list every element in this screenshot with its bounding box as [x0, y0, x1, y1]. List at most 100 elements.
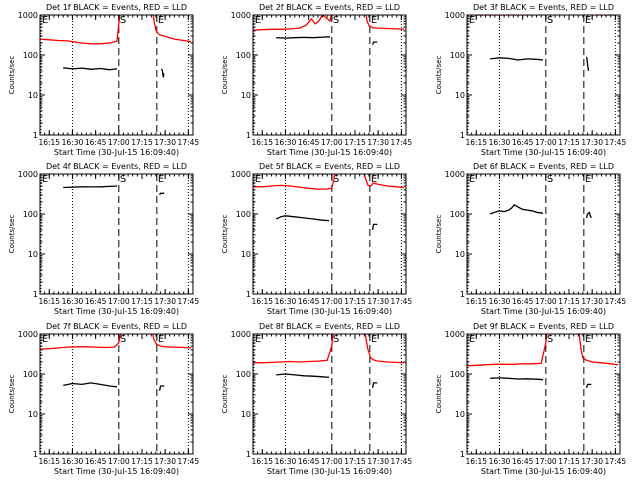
y-axis-label: Counts/sec: [435, 56, 443, 95]
y-tick-label: 100: [236, 210, 251, 219]
x-tick-label: 17:00: [321, 138, 343, 147]
x-tick-label: 17:15: [131, 457, 153, 466]
x-tick-label: 16:15: [465, 297, 487, 306]
y-tick-label: 100: [23, 370, 38, 379]
x-tick-label: 16:45: [85, 138, 107, 147]
x-tick-label: 17:30: [367, 297, 389, 306]
events-series-line: [160, 68, 165, 78]
event-marker-label: E: [158, 334, 164, 345]
y-axis-label: Counts/sec: [8, 375, 16, 414]
x-tick-label: 17:00: [108, 297, 130, 306]
panel-title: Det 7f BLACK = Events, RED = LLD: [46, 322, 187, 331]
y-tick-label: 1: [33, 450, 38, 459]
x-tick-label: 16:15: [251, 138, 273, 147]
x-tick-label: 16:15: [38, 457, 60, 466]
lld-series-line: [40, 15, 192, 45]
event-marker-label: S: [333, 334, 339, 345]
y-axis-label: Counts/sec: [221, 56, 229, 95]
events-series-line: [585, 211, 592, 219]
events-series-line: [371, 382, 378, 389]
x-tick-label: 17:45: [605, 138, 627, 147]
event-marker-label: E: [469, 15, 475, 26]
panel-title: Det 5f BLACK = Events, RED = LLD: [259, 162, 400, 171]
events-series-line: [276, 373, 330, 379]
panel-title: Det 6f BLACK = Events, RED = LLD: [473, 162, 614, 171]
x-tick-label: 16:45: [512, 138, 534, 147]
event-marker-label: S: [120, 334, 126, 345]
event-marker-label: S: [333, 15, 339, 26]
y-tick-label: 10: [241, 91, 251, 100]
event-marker-label: S: [547, 334, 553, 345]
x-tick-label: 16:15: [251, 457, 273, 466]
plot-frame: [252, 14, 407, 136]
x-tick-label: 17:00: [108, 457, 130, 466]
plot-frame: [39, 333, 194, 455]
events-series-line: [63, 185, 118, 189]
panel-data: [63, 185, 165, 196]
x-tick-label: 16:45: [298, 297, 320, 306]
x-tick-label: 17:45: [391, 138, 413, 147]
event-marker-label: E: [371, 174, 377, 185]
events-series-line: [158, 385, 165, 391]
x-tick-label: 17:15: [558, 138, 580, 147]
events-series-line: [371, 223, 378, 231]
y-tick-label: 1000: [231, 170, 251, 179]
x-tick-label: 17:30: [367, 457, 389, 466]
x-axis-label: Start Time (30-Jul-15 16:09:40): [267, 307, 392, 316]
panel-data: [253, 15, 405, 46]
y-tick-label: 1000: [445, 330, 465, 339]
y-tick-label: 1000: [445, 11, 465, 20]
x-tick-label: 17:00: [535, 457, 557, 466]
event-marker-label: E: [42, 174, 48, 185]
x-tick-label: 17:00: [535, 138, 557, 147]
x-tick-label: 16:15: [38, 297, 60, 306]
x-tick-label: 17:00: [321, 297, 343, 306]
y-tick-label: 100: [450, 370, 465, 379]
event-marker-label: S: [547, 15, 553, 26]
event-marker-label: E: [255, 174, 261, 185]
y-axis-label: Counts/sec: [8, 56, 16, 95]
panel-title: Det 4f BLACK = Events, RED = LLD: [46, 162, 187, 171]
x-tick-label: 16:45: [298, 138, 320, 147]
detector-panel-4: Det 4f BLACK = Events, RED = LLD E S E 1 10 10…: [8, 162, 199, 316]
event-marker-label: S: [120, 15, 126, 26]
x-tick-label: 17:30: [154, 138, 176, 147]
y-axis-label: Counts/sec: [8, 215, 16, 254]
event-marker-label: S: [333, 174, 339, 185]
x-tick-label: 16:45: [298, 457, 320, 466]
detector-panel-9: Det 9f BLACK = Events, RED = LLD E S E 1 10 10…: [435, 322, 626, 476]
y-tick-label: 10: [28, 250, 38, 259]
y-tick-label: 100: [236, 370, 251, 379]
event-marker-label: E: [585, 334, 591, 345]
panel-title: Det 8f BLACK = Events, RED = LLD: [259, 322, 400, 331]
x-tick-label: 17:15: [344, 457, 366, 466]
x-tick-label: 16:30: [489, 297, 511, 306]
lld-series-line: [253, 174, 405, 190]
detector-panel-1: Det 1f BLACK = Events, RED = LLD E S E 1 10 10…: [8, 3, 199, 157]
events-series-line: [276, 36, 331, 39]
x-tick-label: 17:15: [131, 138, 153, 147]
x-tick-label: 16:45: [512, 297, 534, 306]
x-tick-label: 16:30: [62, 457, 84, 466]
x-axis-label: Start Time (30-Jul-15 16:09:40): [54, 148, 179, 157]
event-marker-label: E: [255, 15, 261, 26]
x-tick-label: 17:30: [581, 297, 603, 306]
y-tick-label: 1: [33, 290, 38, 299]
x-tick-label: 17:15: [344, 138, 366, 147]
y-tick-label: 1000: [18, 330, 38, 339]
x-axis-label: Start Time (30-Jul-15 16:09:40): [267, 467, 392, 476]
y-tick-label: 1000: [18, 11, 38, 20]
x-tick-label: 16:30: [62, 138, 84, 147]
events-series-line: [490, 377, 544, 381]
event-marker-label: E: [42, 334, 48, 345]
y-tick-label: 1: [246, 131, 251, 140]
y-axis-label: Counts/sec: [221, 215, 229, 254]
detector-panel-8: Det 8f BLACK = Events, RED = LLD E S E 1 10 10…: [221, 322, 412, 476]
x-tick-label: 17:00: [108, 138, 130, 147]
x-tick-label: 16:45: [85, 457, 107, 466]
y-tick-label: 1: [460, 450, 465, 459]
events-series-line: [275, 215, 330, 222]
x-tick-label: 16:30: [489, 457, 511, 466]
panel-data: [489, 204, 592, 219]
panel-title: Det 2f BLACK = Events, RED = LLD: [259, 3, 400, 12]
